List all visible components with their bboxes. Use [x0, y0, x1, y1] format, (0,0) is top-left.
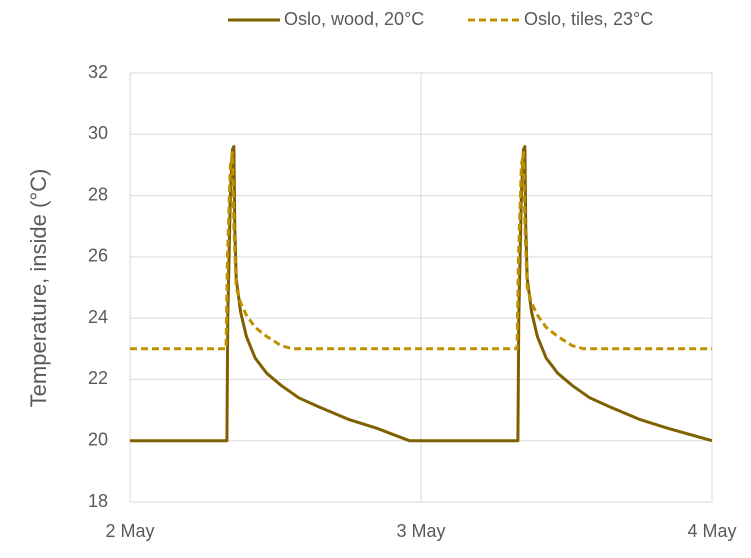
y-tick-label: 24 [88, 307, 108, 327]
x-tick-label: 2 May [105, 521, 154, 541]
x-tick-label: 4 May [687, 521, 736, 541]
y-tick-label: 30 [88, 123, 108, 143]
y-axis-label: Temperature, inside (°C) [26, 169, 51, 408]
y-tick-label: 28 [88, 184, 108, 204]
y-tick-label: 26 [88, 246, 108, 266]
line-series [130, 151, 712, 351]
y-tick-label: 20 [88, 429, 108, 449]
y-tick-label: 18 [88, 491, 108, 511]
y-tick-label: 32 [88, 62, 108, 82]
y-tick-label: 22 [88, 368, 108, 388]
line-series [130, 145, 713, 443]
legend-label: Oslo, wood, 20°C [284, 9, 424, 29]
legend-label: Oslo, tiles, 23°C [524, 9, 653, 29]
x-tick-label: 3 May [396, 521, 445, 541]
